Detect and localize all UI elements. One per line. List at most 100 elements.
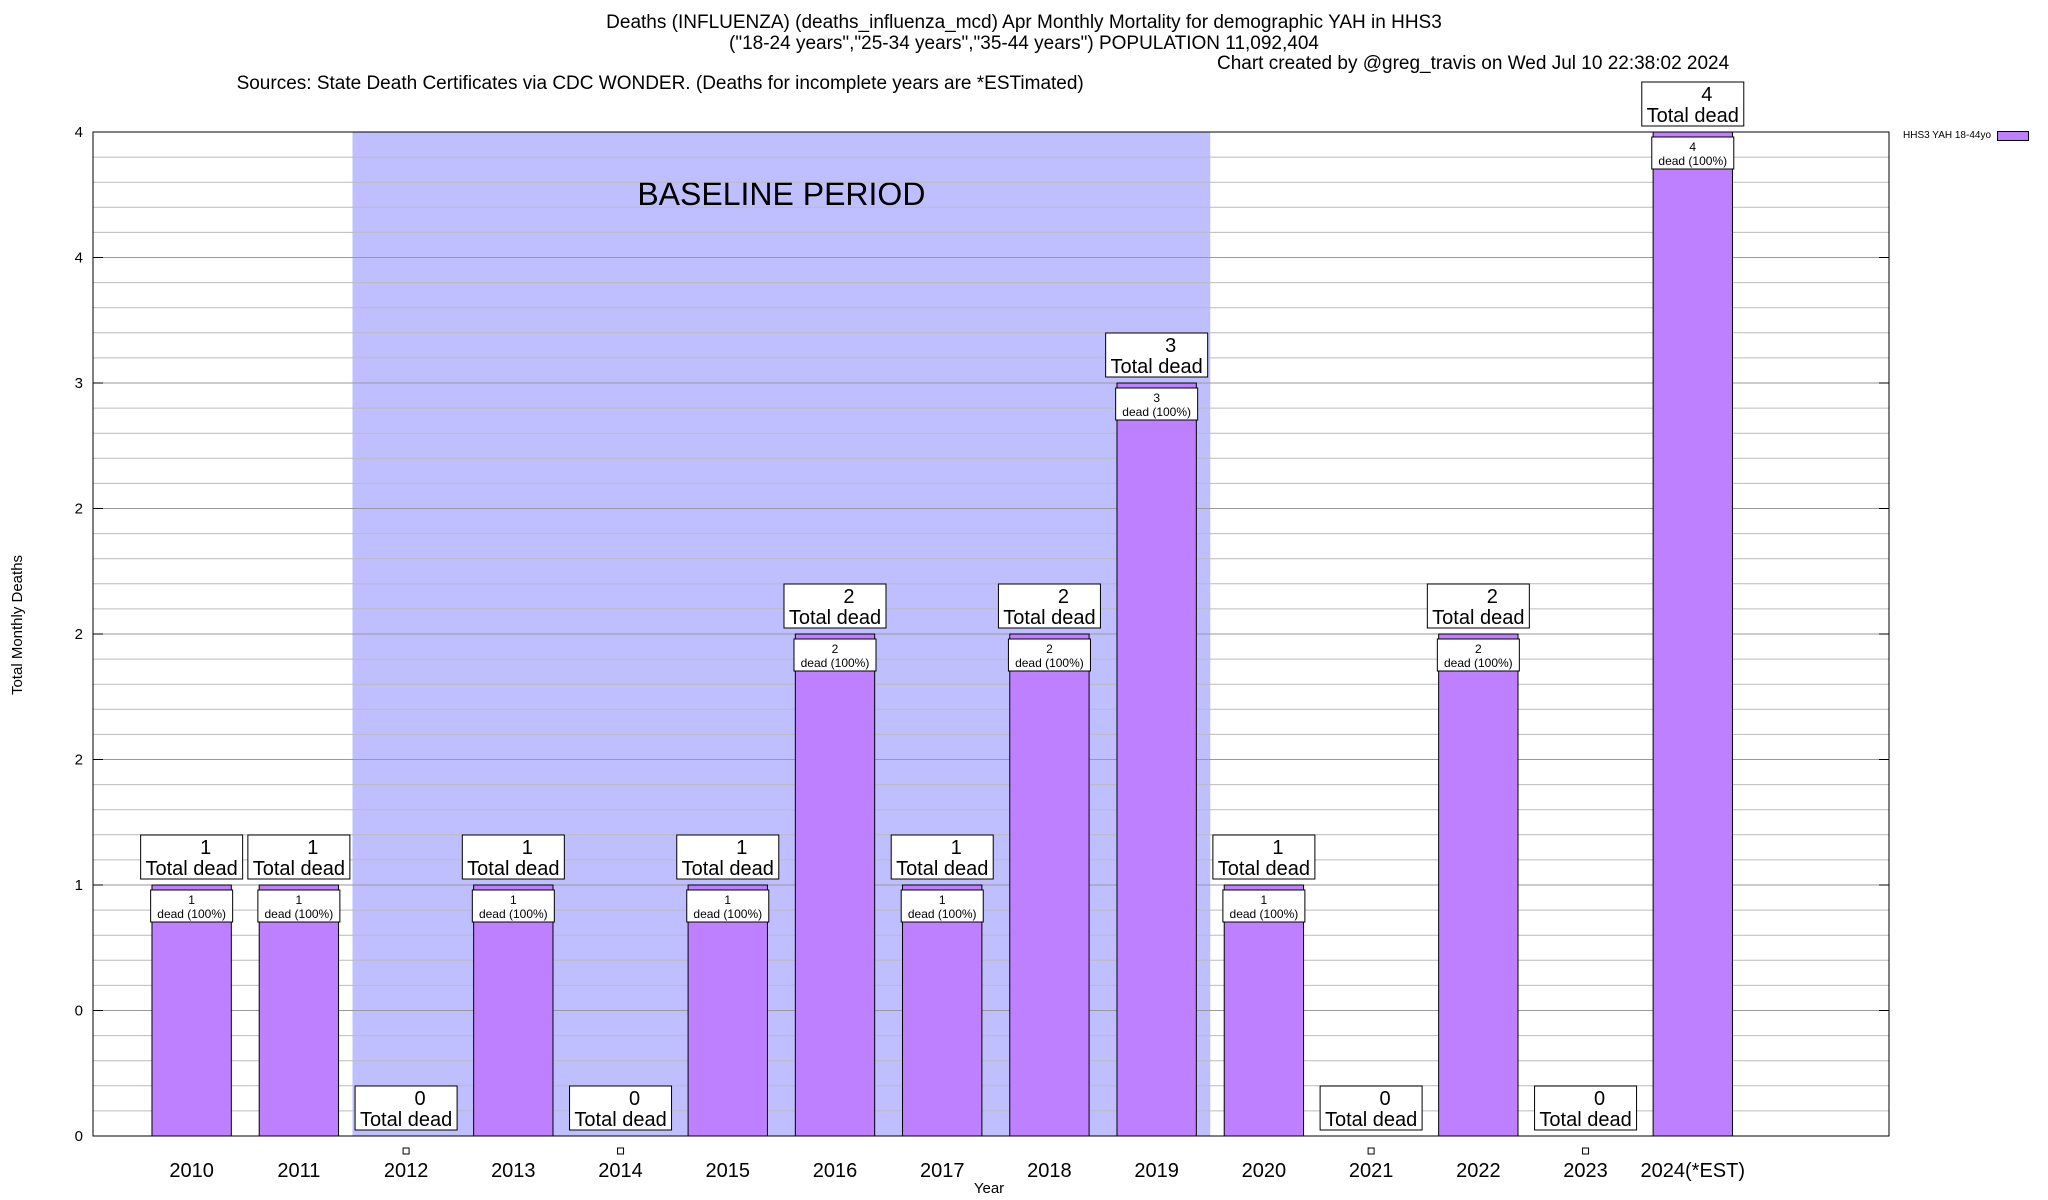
legend: HHS3 YAH 18-44yo xyxy=(1903,130,2030,141)
total-label-box xyxy=(140,834,244,880)
bar-percent-label: dead (100%) xyxy=(1230,907,1299,921)
x-tick-label: 2021 xyxy=(1349,1160,1394,1182)
total-text-label: Total dead xyxy=(360,1109,452,1131)
total-label-box xyxy=(1319,1085,1423,1131)
chart-sources: Sources: State Death Certificates via CD… xyxy=(226,54,1084,94)
x-tick-label: 2015 xyxy=(706,1160,751,1182)
zero-marker xyxy=(402,1147,410,1155)
bar-percent-label: dead (100%) xyxy=(265,907,334,921)
x-axis-label: Year xyxy=(974,1180,1004,1197)
total-value-label: 1 xyxy=(307,837,318,859)
total-value-label: 0 xyxy=(629,1088,640,1110)
bar-percent-label: dead (100%) xyxy=(693,907,762,921)
total-text-label: Total dead xyxy=(1218,858,1310,880)
bar-percent-label: dead (100%) xyxy=(479,907,548,921)
bar-percent-label: dead (100%) xyxy=(908,907,977,921)
bar-percent-label: dead (100%) xyxy=(801,656,870,670)
y-tick-label: 3 xyxy=(75,375,83,392)
bar xyxy=(1223,884,1305,1137)
total-text-label: Total dead xyxy=(1325,1109,1417,1131)
bar-label-box xyxy=(150,889,234,923)
x-tick-label: 2012 xyxy=(384,1160,429,1182)
y-axis-label: Total Monthly Deaths xyxy=(9,555,26,695)
chart-credit: Chart created by @greg_travis on Wed Jul… xyxy=(1217,53,1730,74)
total-label-box xyxy=(1641,81,1745,127)
total-text-label: Total dead xyxy=(1111,356,1203,378)
total-value-label: 1 xyxy=(522,837,533,859)
bar-label-box xyxy=(257,889,341,923)
bar-label-box xyxy=(1436,638,1520,672)
bar-label-box xyxy=(1007,638,1091,672)
total-label-box xyxy=(354,1085,458,1131)
legend-label: HHS3 YAH 18-44yo xyxy=(1903,130,1992,141)
bar-value-label: 1 xyxy=(1261,893,1268,907)
bar-value-label: 1 xyxy=(724,893,731,907)
zero-marker xyxy=(1582,1147,1590,1155)
x-tick-label: 2017 xyxy=(920,1160,965,1182)
total-label-box xyxy=(461,834,565,880)
bar-value-label: 1 xyxy=(188,893,195,907)
total-label-box xyxy=(1534,1085,1638,1131)
y-tick-label: 4 xyxy=(75,250,83,267)
total-text-label: Total dead xyxy=(896,858,988,880)
zero-marker xyxy=(1367,1147,1375,1155)
bar-percent-label: dead (100%) xyxy=(1015,656,1084,670)
bar-value-label: 3 xyxy=(1153,391,1160,405)
y-tick-label: 0 xyxy=(75,1003,83,1020)
bar-value-label: 2 xyxy=(832,642,839,656)
x-tick-label: 2011 xyxy=(277,1160,320,1182)
total-text-label: Total dead xyxy=(253,858,345,880)
y-tick-label: 1 xyxy=(75,877,83,894)
total-value-label: 3 xyxy=(1165,335,1176,357)
total-value-label: 4 xyxy=(1701,84,1712,106)
total-label-box xyxy=(783,583,887,629)
bar-value-label: 1 xyxy=(296,893,303,907)
x-tick-label: 2020 xyxy=(1242,1160,1287,1182)
legend-swatch xyxy=(1997,130,2030,141)
zero-marker xyxy=(617,1147,625,1155)
x-tick-label: 2023 xyxy=(1563,1160,1608,1182)
total-text-label: Total dead xyxy=(467,858,559,880)
total-value-label: 0 xyxy=(415,1088,426,1110)
bar xyxy=(687,884,768,1137)
bar-percent-label: dead (100%) xyxy=(1444,656,1513,670)
total-value-label: 2 xyxy=(1058,586,1069,608)
y-tick-label: 0 xyxy=(75,1128,83,1145)
total-text-label: Total dead xyxy=(789,607,881,629)
bar-percent-label: dead (100%) xyxy=(1122,405,1191,419)
bar xyxy=(1438,633,1519,1137)
total-text-label: Total dead xyxy=(574,1109,666,1131)
bar xyxy=(1116,382,1197,1137)
total-value-label: 1 xyxy=(1272,837,1283,859)
bar-value-label: 2 xyxy=(1046,642,1053,656)
total-value-label: 1 xyxy=(736,837,747,859)
total-label-box xyxy=(247,834,351,880)
total-text-label: Total dead xyxy=(1539,1109,1631,1131)
bar-label-box xyxy=(686,889,770,923)
bar-label-box xyxy=(471,889,555,923)
bar xyxy=(258,884,340,1137)
y-tick-label: 2 xyxy=(75,501,83,518)
bar-label-box xyxy=(1651,136,1735,170)
bar xyxy=(1009,633,1090,1137)
bar-label-box xyxy=(900,889,984,923)
chart-title: Deaths (INFLUENZA) (deaths_influenza_mcd… xyxy=(606,12,1442,33)
bar-value-label: 1 xyxy=(939,893,946,907)
y-tick-label: 2 xyxy=(75,626,83,643)
chart-subtitle: ("18-24 years","25-34 years","35-44 year… xyxy=(729,33,1319,54)
x-tick-label: 2018 xyxy=(1027,1160,1072,1182)
x-tick-label: 2010 xyxy=(169,1160,214,1182)
bar xyxy=(151,884,232,1137)
bar-label-box xyxy=(1115,387,1199,421)
